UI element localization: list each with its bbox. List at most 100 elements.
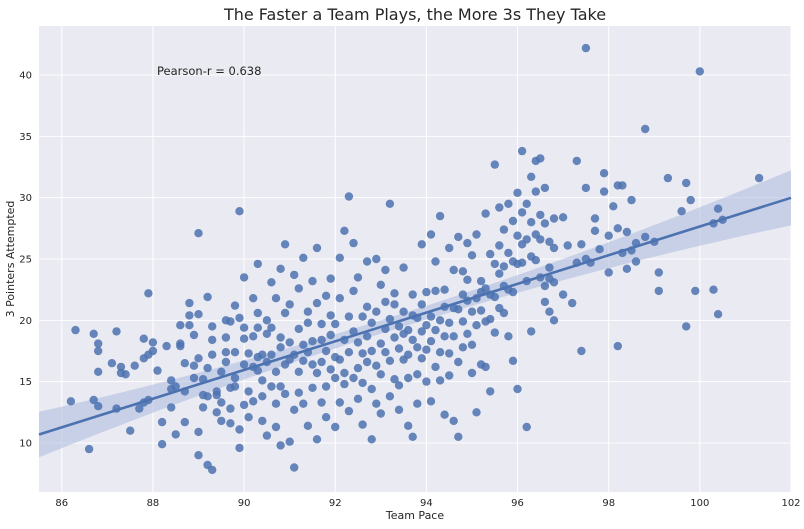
scatter-point: [194, 354, 203, 363]
scatter-point: [107, 359, 117, 368]
scatter-point: [394, 322, 404, 331]
scatter-point: [358, 312, 367, 321]
scatter-point: [431, 362, 440, 372]
scatter-point: [344, 348, 354, 357]
scatter-point: [226, 404, 235, 413]
scatter-point: [408, 432, 417, 441]
scatter-point: [331, 373, 340, 383]
scatter-point: [517, 146, 527, 156]
scatter-point: [194, 451, 203, 460]
scatter-point: [531, 187, 540, 196]
scatter-point: [267, 382, 276, 391]
y-tick-labels: 10 15 20 25 30 35 40: [19, 71, 32, 450]
scatter-point: [221, 348, 231, 357]
scatter-point: [189, 373, 199, 383]
scatter-point: [440, 332, 449, 341]
scatter-point: [162, 341, 171, 351]
scatter-point: [253, 308, 262, 318]
scatter-point: [385, 392, 395, 401]
y-axis-label: 3 Pointers Attempted: [4, 201, 17, 318]
scatter-point: [239, 323, 249, 332]
scatter-point: [353, 394, 363, 403]
scatter-point: [458, 290, 468, 299]
scatter-point: [558, 290, 568, 299]
scatter-point: [135, 404, 144, 413]
scatter-point: [271, 294, 281, 303]
scatter-point: [577, 346, 586, 356]
scatter-point: [185, 321, 194, 330]
scatter-point: [404, 325, 413, 335]
scatter-point: [426, 337, 436, 346]
scatter-point: [239, 400, 249, 410]
scatter-point: [276, 264, 285, 273]
scatter-point: [486, 387, 495, 396]
scatter-point: [290, 405, 299, 414]
scatter-point: [308, 337, 317, 346]
scatter-point: [472, 230, 481, 239]
scatter-point: [499, 225, 509, 234]
scatter-point: [508, 216, 518, 226]
scatter-point: [540, 219, 550, 228]
scatter-point: [321, 413, 331, 422]
scatter-point: [321, 291, 331, 300]
scatter-point: [226, 419, 235, 428]
scatter-point: [695, 67, 704, 76]
scatter-point: [153, 366, 162, 375]
scatter-point: [194, 229, 203, 238]
scatter-point: [422, 345, 431, 354]
scatter-point: [394, 344, 404, 353]
scatter-point: [595, 245, 604, 254]
scatter-point: [476, 276, 486, 286]
scatter-point: [335, 355, 344, 364]
scatter-point: [290, 463, 299, 472]
scatter-point: [335, 294, 344, 303]
scatter-point: [445, 243, 454, 253]
scatter-point: [440, 410, 449, 419]
scatter-point: [604, 268, 613, 277]
y-tick-label: 25: [19, 255, 32, 266]
scatter-point: [481, 284, 490, 293]
scatter-point: [590, 214, 600, 223]
scatter-point: [440, 285, 449, 294]
scatter-point: [609, 202, 618, 211]
scatter-point: [490, 160, 499, 169]
scatter-point: [285, 338, 294, 347]
scatter-point: [367, 318, 376, 327]
scatter-point: [581, 43, 591, 53]
pearson-annotation: Pearson-r = 0.638: [157, 64, 261, 78]
y-tick-label: 30: [19, 193, 32, 204]
scatter-point: [349, 373, 358, 383]
scatter-point: [536, 154, 545, 163]
y-tick-label: 15: [19, 377, 32, 388]
scatter-point: [677, 207, 686, 216]
scatter-point: [713, 204, 723, 213]
scatter-point: [549, 214, 559, 223]
scatter-point: [495, 241, 504, 250]
scatter-point: [385, 199, 395, 208]
regression-line: [38, 196, 792, 436]
scatter-point: [235, 443, 244, 453]
scatter-point: [467, 251, 477, 260]
scatter-point: [84, 444, 94, 454]
scatter-point: [94, 367, 103, 376]
scatter-point: [157, 440, 167, 449]
scatter-point: [426, 312, 436, 321]
scatter-point: [208, 465, 217, 475]
scatter-point: [294, 388, 303, 397]
scatter-point: [221, 333, 231, 342]
scatter-point: [408, 290, 417, 299]
scatter-point: [230, 301, 240, 310]
scatter-point: [89, 329, 98, 338]
scatter-point: [167, 376, 176, 385]
scatter-point: [66, 397, 76, 406]
scatter-point: [435, 376, 445, 385]
scatter-point: [312, 298, 322, 308]
scatter-point: [431, 257, 440, 266]
scatter-point: [326, 311, 335, 320]
scatter-point: [558, 213, 568, 222]
scatter-point: [362, 257, 372, 266]
x-tick-label: 102: [781, 498, 800, 509]
scatter-point: [522, 199, 531, 208]
scatter-point: [408, 335, 417, 345]
